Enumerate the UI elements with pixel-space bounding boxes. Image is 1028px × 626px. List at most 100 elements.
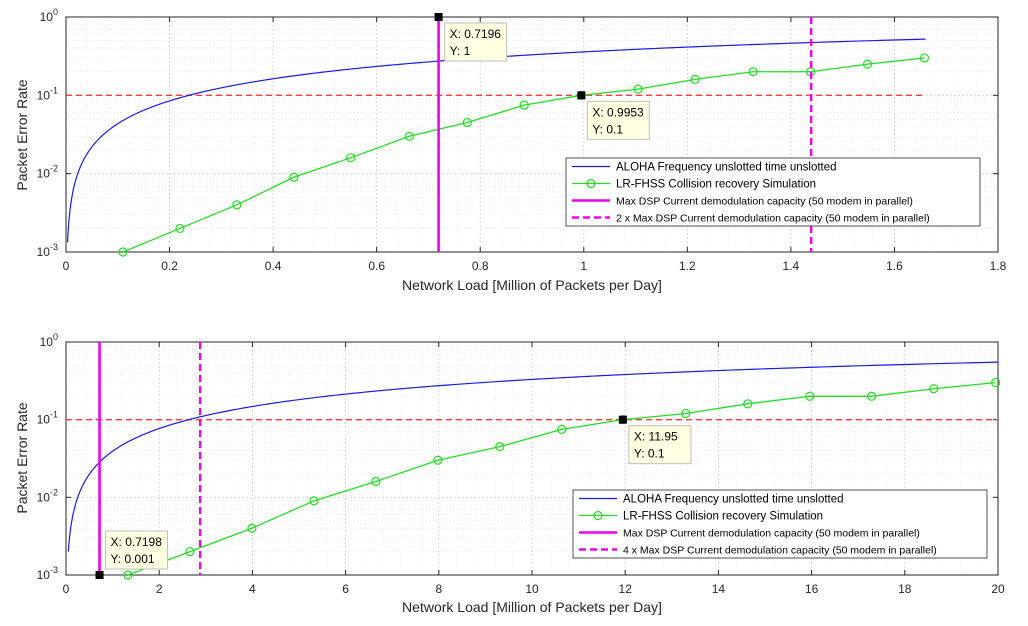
datatip-marker [577, 91, 586, 100]
x-tick-label: 1.4 [783, 259, 800, 273]
lrfhss-marker [557, 424, 567, 434]
legend-swatch-lrfhss-marker [586, 178, 596, 189]
lrfhss-marker [371, 476, 381, 487]
datatip-box [444, 22, 508, 62]
x-tick-label: 12 [619, 582, 633, 596]
legend-label: LR-FHSS Collision recovery Simulation [623, 511, 823, 523]
lrfhss-marker [748, 67, 758, 77]
x-tick-label: 20 [991, 582, 1005, 596]
datatip-x: X: 0.7198 [111, 535, 163, 549]
datatip-x: X: 11.95 [634, 430, 678, 444]
x-tick-label: 2 [156, 582, 163, 596]
x-tick-label: 0 [63, 582, 70, 596]
x-tick-label: 0.6 [368, 259, 385, 273]
datatip: X: 0.7198 Y: 0.001 [105, 530, 169, 570]
x-tick-label: 0.4 [265, 259, 282, 273]
lrfhss-marker [118, 247, 128, 257]
lrfhss-marker [862, 59, 873, 69]
legend-label: ALOHA Frequency unslotted time unslotted [623, 494, 844, 506]
axes-box [65, 16, 999, 253]
y-tick-label: 10-1 [37, 85, 58, 102]
datatip-marker [618, 415, 627, 424]
legend-label: Max DSP Current demodulation capacity (5… [623, 528, 920, 540]
y-tick-label: 10-1 [37, 410, 58, 427]
y-axis-label: Packet Error Rate [14, 79, 30, 190]
y-tick-label: 10-3 [37, 565, 58, 582]
x-tick-label: 10 [525, 582, 539, 596]
lrfhss-marker [433, 455, 443, 465]
series-layer [66, 342, 1001, 580]
grid [66, 17, 998, 252]
datatip-x: X: 0.9953 [592, 105, 644, 119]
lrfhss-marker [185, 547, 195, 557]
y-tick-label: 10-2 [37, 487, 58, 504]
lrfhss-marker [519, 100, 529, 110]
datatip: X: 0.7196 Y: 1 [444, 22, 508, 62]
x-tick-label: 8 [435, 582, 442, 596]
lrfhss-marker [289, 172, 299, 182]
lrfhss-marker [232, 200, 242, 210]
y-tick-label: 10-3 [37, 242, 58, 259]
legend-label: ALOHA Frequency unslotted time unslotted [616, 162, 837, 174]
x-tick-label: 0.8 [472, 259, 489, 273]
top-chart: Network Load [Million of Packets per Day… [14, 7, 1007, 293]
lrfhss-marker [867, 391, 877, 401]
lrfhss-marker [929, 384, 939, 394]
datatip-box [586, 100, 650, 140]
x-tick-label: 1.6 [886, 259, 903, 273]
legend: ALOHA Frequency unslotted time unslotted… [572, 489, 988, 559]
legend-label: 4 x Max DSP Current demodulation capacit… [623, 545, 937, 557]
datatip-y: Y: 0.1 [592, 122, 623, 136]
y-axis-label: Packet Error Rate [14, 402, 30, 513]
y-tick-label: 10-2 [37, 164, 58, 181]
lrfhss-curve [127, 381, 996, 576]
x-tick-label: 1.2 [679, 259, 696, 273]
x-tick-label: 18 [898, 582, 912, 596]
legend-label: 2 x Max DSP Current demodulation capacit… [616, 213, 930, 225]
datatip-x: X: 0.7196 [450, 27, 502, 41]
bottom-chart: Network Load [Million of Packets per Day… [14, 332, 1005, 615]
series-layer [66, 17, 930, 257]
x-tick-label: 1 [580, 259, 587, 273]
y-tick-label: 100 [40, 332, 58, 349]
lrfhss-marker [404, 131, 414, 141]
datatip-box [628, 425, 692, 465]
x-axis-label: Network Load [Million of Packets per Day… [402, 277, 662, 293]
datatip-marker [434, 13, 443, 21]
lrfhss-marker [346, 153, 356, 163]
lrfhss-marker [805, 391, 815, 401]
lrfhss-marker [309, 496, 319, 506]
lrfhss-marker [462, 117, 472, 128]
x-tick-label: 16 [805, 582, 819, 596]
x-tick-label: 0 [63, 259, 70, 273]
datatip-marker [95, 571, 104, 579]
lrfhss-marker [991, 378, 1001, 388]
aloha-curve [66, 38, 926, 243]
lrfhss-marker [633, 84, 643, 94]
aloha-curve [67, 361, 999, 552]
lrfhss-marker [123, 570, 133, 580]
legend-box [565, 157, 981, 227]
legend-label: Max DSP Current demodulation capacity (5… [616, 196, 913, 208]
datatip-box [105, 530, 169, 570]
x-tick-label: 0.2 [161, 259, 178, 273]
datatip-y: Y: 0.001 [111, 552, 155, 566]
lrfhss-marker [681, 408, 691, 419]
lrfhss-marker [247, 523, 257, 533]
datatip-y: Y: 0.1 [634, 447, 665, 461]
datatip-y: Y: 1 [450, 44, 471, 58]
x-axis-label: Network Load [Million of Packets per Day… [402, 599, 662, 615]
datatip: X: 11.95 Y: 0.1 [628, 425, 692, 465]
x-tick-label: 1.8 [990, 259, 1007, 273]
lrfhss-marker [495, 442, 505, 452]
x-tick-label: 4 [249, 582, 256, 596]
x-tick-label: 14 [712, 582, 726, 596]
lrfhss-marker [743, 399, 753, 409]
legend-box [572, 489, 988, 559]
legend-label: LR-FHSS Collision recovery Simulation [616, 179, 816, 191]
lrfhss-marker [919, 53, 930, 63]
x-tick-label: 6 [342, 582, 349, 596]
lrfhss-marker [175, 223, 185, 234]
legend-swatch-lrfhss-marker [593, 510, 603, 521]
